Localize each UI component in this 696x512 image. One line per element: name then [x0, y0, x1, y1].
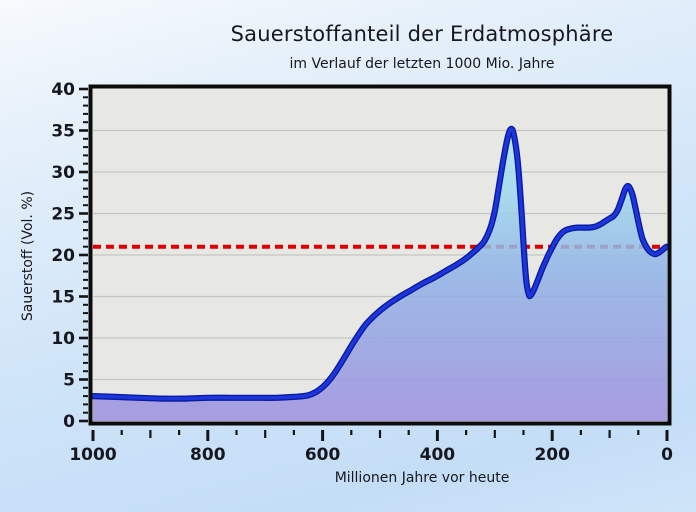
x-tick-label: 200: [534, 445, 570, 465]
y-tick-label: 5: [63, 371, 75, 391]
oxygen-curve: [89, 125, 671, 402]
y-tick-label: 0: [63, 412, 75, 432]
y-tick-label: 25: [51, 205, 75, 225]
y-axis-ticks: [79, 87, 88, 423]
y-axis-tick-labels: 40 35 30 25 20 15 10 5 0: [51, 80, 75, 432]
y-tick-label: 20: [51, 246, 75, 266]
x-axis-label: Millionen Jahre vor heute: [334, 470, 510, 486]
x-tick-label: 400: [420, 445, 456, 465]
x-tick-label: 1000: [69, 445, 116, 465]
x-tick-label: 0: [661, 445, 673, 465]
y-tick-label: 15: [51, 288, 75, 308]
chart-title: Sauerstoffanteil der Erdatmosphäre: [230, 22, 614, 46]
x-tick-label: 800: [190, 445, 226, 465]
chart-subtitle: im Verlauf der letzten 1000 Mio. Jahre: [289, 56, 555, 72]
x-axis-tick-labels: 1000 800 600 400 200 0: [69, 445, 673, 465]
y-tick-label: 40: [51, 80, 75, 100]
y-tick-label: 35: [51, 122, 75, 142]
x-tick-label: 600: [305, 445, 341, 465]
x-axis-ticks: [91, 430, 669, 441]
plot-frame: [88, 84, 672, 426]
oxygen-area-fill: [93, 128, 667, 421]
y-tick-label: 30: [51, 163, 75, 183]
y-tick-label: 10: [51, 329, 75, 349]
